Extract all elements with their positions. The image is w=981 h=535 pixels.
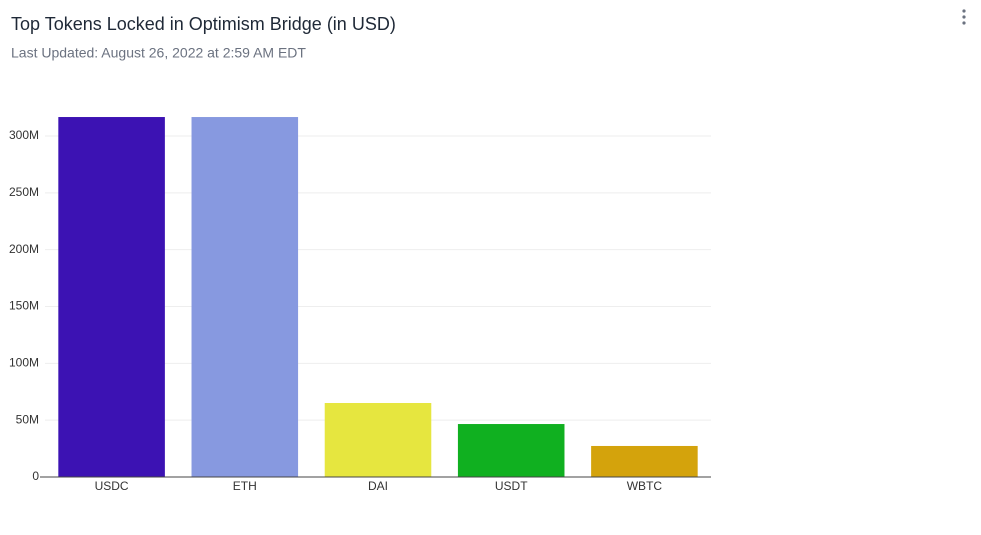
y-tick-label: 250M xyxy=(9,185,39,199)
chart-title: Top Tokens Locked in Optimism Bridge (in… xyxy=(11,14,396,34)
bar xyxy=(58,117,165,478)
y-tick-label: 150M xyxy=(9,299,39,313)
bar xyxy=(191,117,299,478)
menu-button[interactable] xyxy=(954,6,974,30)
x-tick-label: USDT xyxy=(495,479,528,493)
y-tick-label: 300M xyxy=(9,128,39,142)
y-tick-label: 100M xyxy=(9,356,39,370)
menu-dot xyxy=(962,9,966,13)
chart-subtitle: Last Updated: August 26, 2022 at 2:59 AM… xyxy=(11,45,306,61)
menu-dot xyxy=(962,15,966,19)
bar xyxy=(324,403,432,477)
bar xyxy=(457,424,565,477)
x-tick-label: DAI xyxy=(368,479,388,493)
x-tick-label: USDC xyxy=(95,479,129,493)
y-tick-label: 200M xyxy=(9,242,39,256)
y-tick-label: 50M xyxy=(16,412,39,426)
x-tick-label: ETH xyxy=(233,479,257,493)
menu-dot xyxy=(962,21,966,25)
bar xyxy=(591,445,698,477)
y-tick-label: 0 xyxy=(32,469,39,483)
x-tick-label: WBTC xyxy=(627,479,663,493)
